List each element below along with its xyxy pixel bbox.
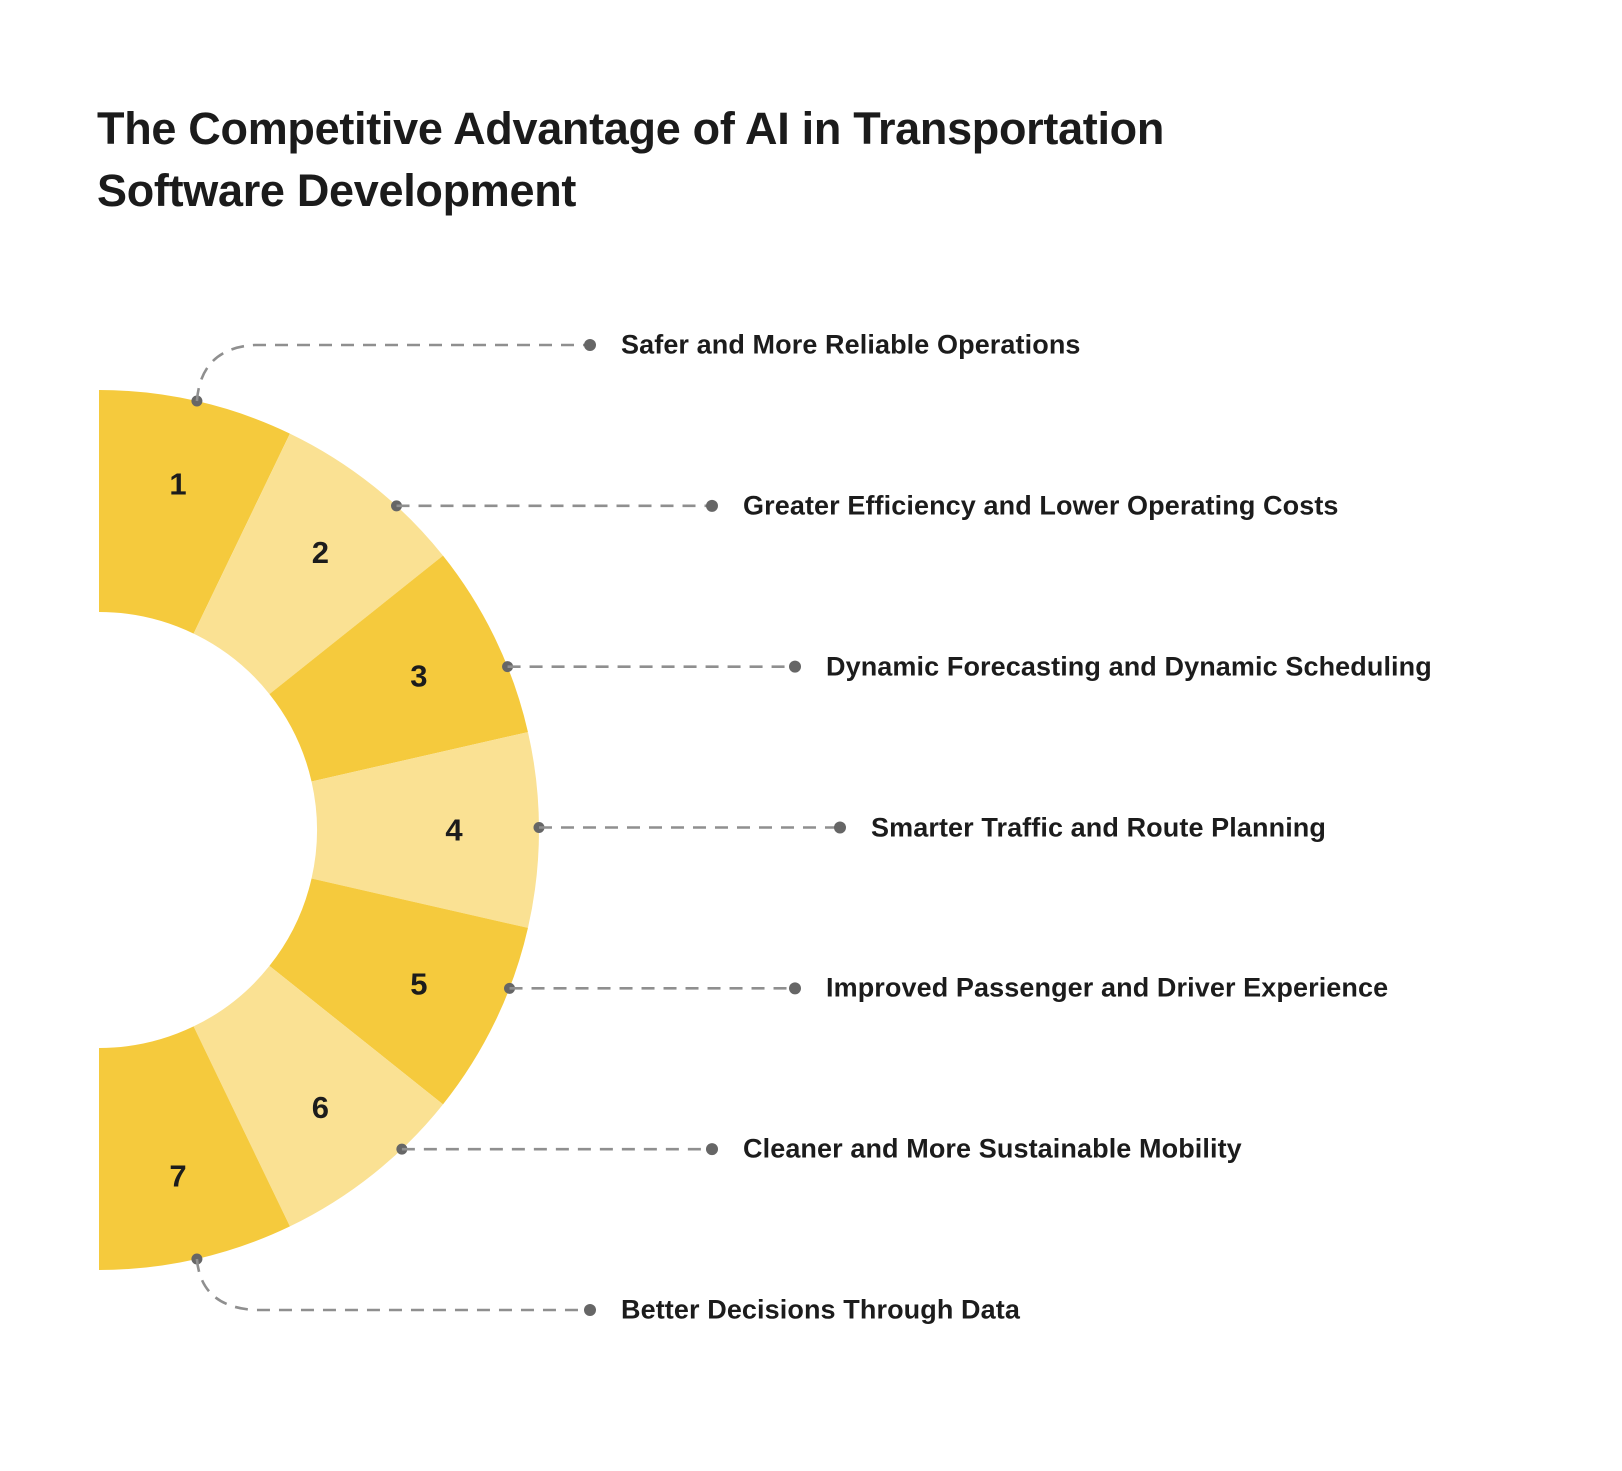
donut-segment-7 [99, 1026, 290, 1270]
segment-number-5: 5 [410, 967, 427, 1002]
page-title: The Competitive Advantage of AI in Trans… [97, 98, 1164, 222]
donut-segment-1 [99, 390, 290, 634]
segment-number-6: 6 [312, 1090, 329, 1125]
segment-number-2: 2 [312, 535, 329, 570]
label-dot-1 [584, 339, 596, 351]
page-title-line-1: The Competitive Advantage of AI in Trans… [97, 103, 1165, 154]
segment-label-4: Smarter Traffic and Route Planning [871, 812, 1326, 842]
label-dot-3 [789, 660, 801, 673]
segment-label-2: Greater Efficiency and Lower Operating C… [743, 490, 1339, 521]
donut-segment-3 [269, 555, 528, 782]
page-title-line-2: Software Development [97, 165, 577, 216]
donut-segment-4 [311, 732, 539, 928]
segment-label-6: Cleaner and More Sustainable Mobility [743, 1133, 1242, 1164]
label-dot-2 [706, 499, 718, 512]
segment-label-5: Improved Passenger and Driver Experience [826, 972, 1389, 1003]
segment-label-1: Safer and More Reliable Operations [621, 329, 1081, 360]
donut-segment-6 [193, 965, 444, 1227]
label-dot-7 [584, 1304, 596, 1316]
label-dot-4 [834, 821, 846, 834]
connector-line-1 [195, 343, 590, 402]
segment-number-3: 3 [410, 658, 427, 693]
donut-segment-2 [193, 433, 444, 695]
segment-number-1: 1 [169, 466, 186, 501]
segment-number-7: 7 [169, 1159, 186, 1194]
segment-label-7: Better Decisions Through Data [621, 1294, 1020, 1325]
label-dot-6 [706, 1143, 718, 1156]
segment-number-4: 4 [445, 813, 463, 848]
connector-line-7 [195, 1258, 590, 1312]
segment-label-3: Dynamic Forecasting and Dynamic Scheduli… [826, 651, 1432, 682]
donut-segment-5 [269, 878, 528, 1105]
label-dot-5 [789, 982, 801, 995]
